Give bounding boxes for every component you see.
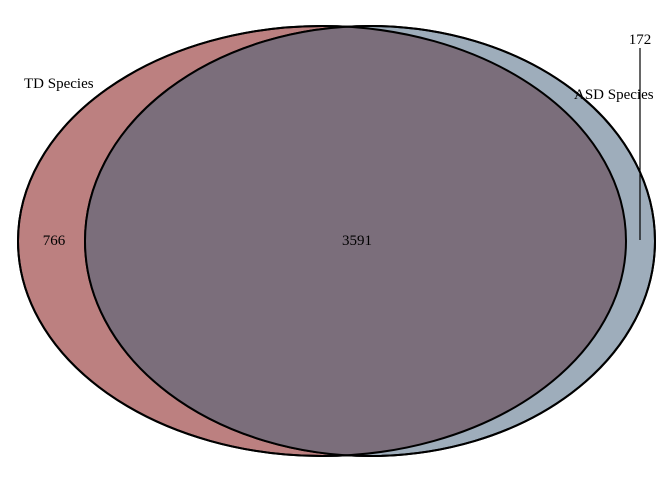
overlap-region [85, 26, 626, 456]
td-set-outline [17, 25, 627, 457]
overlap-count: 3591 [342, 233, 372, 249]
asd-set-outline [84, 25, 656, 457]
td-set-label: TD Species [24, 76, 94, 92]
td-only-count: 766 [43, 233, 66, 249]
asd-set-label: ASD Species [574, 87, 654, 103]
asd-only-count: 172 [629, 32, 652, 48]
